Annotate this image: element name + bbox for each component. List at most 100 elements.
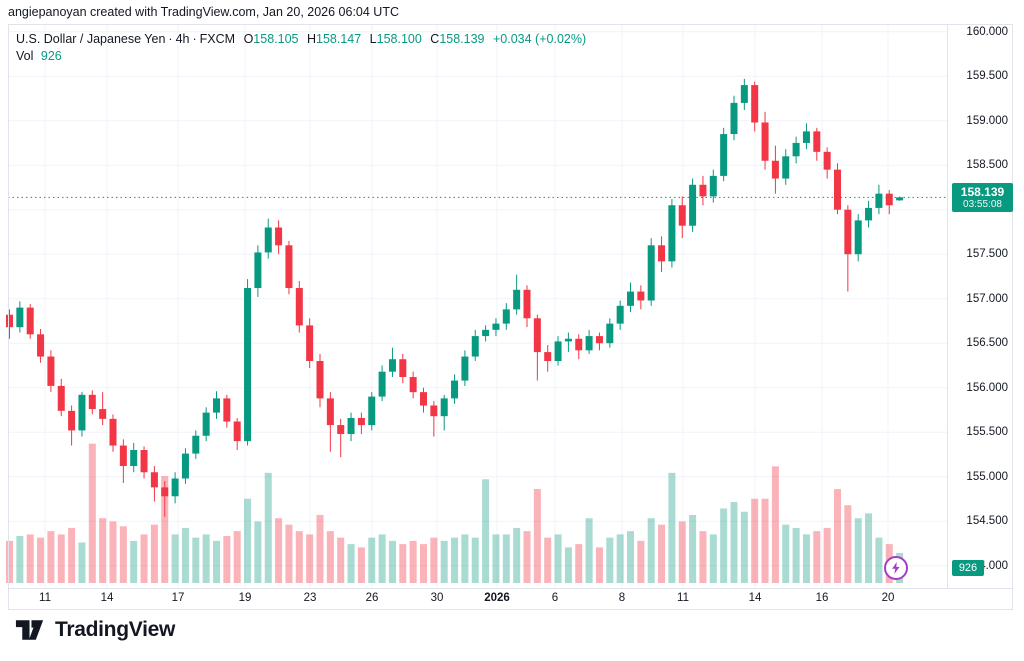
candle-body	[751, 85, 759, 123]
volume-bar	[388, 540, 396, 583]
candle-body	[233, 421, 241, 442]
tradingview-logo[interactable]: TradingView	[14, 617, 175, 643]
candle-body	[844, 209, 852, 255]
candle-body	[388, 359, 396, 372]
volume-value: 926	[40, 49, 62, 63]
candle-body	[492, 323, 500, 330]
volume-bar	[16, 536, 24, 583]
candle-body	[37, 334, 45, 357]
candle-body	[854, 220, 862, 255]
volume-bar	[513, 527, 521, 583]
time-axis-label: 11	[677, 592, 689, 604]
volume-bar	[544, 537, 552, 583]
volume-bar	[854, 518, 862, 583]
volume-bar	[326, 531, 334, 583]
volume-bar	[751, 498, 759, 583]
candle-body	[834, 169, 841, 210]
price-axis-label: 157.000	[966, 293, 1008, 305]
volume-bar	[482, 479, 490, 583]
candle-body	[823, 151, 831, 170]
candle-body	[409, 377, 417, 393]
volume-bar	[461, 534, 469, 583]
volume-bar	[823, 527, 831, 583]
candle-body	[875, 193, 883, 208]
volume-bar	[57, 534, 65, 583]
volume-bar	[88, 443, 96, 583]
candle-body	[368, 396, 376, 426]
volume-bar	[792, 527, 800, 583]
candle-body	[140, 450, 148, 473]
price-axis-label: 157.500	[966, 248, 1008, 260]
volume-bar	[771, 466, 779, 583]
candle-body	[813, 131, 821, 152]
volume-bar	[658, 524, 666, 583]
candle-body	[68, 410, 76, 431]
price-axis-label: 156.500	[966, 337, 1008, 349]
volume-label: Vol	[16, 49, 34, 63]
volume-bar	[244, 498, 252, 583]
volume-bar	[440, 540, 448, 583]
volume-bar	[761, 498, 769, 583]
volume-bar	[554, 534, 562, 583]
price-axis-label: 155.000	[966, 471, 1008, 483]
candle-body	[16, 307, 24, 328]
price-axis-label: 160.000	[966, 26, 1008, 38]
candle-body	[264, 227, 272, 253]
candle-body	[378, 371, 386, 397]
volume-bar	[699, 531, 707, 583]
volume-bar	[451, 537, 459, 583]
volume-bar	[316, 514, 324, 583]
volume-bar	[99, 518, 107, 583]
volume-bar	[430, 537, 438, 583]
ohlc-high: H158.147	[306, 32, 362, 46]
candle-body	[223, 398, 231, 422]
volume-bar	[26, 534, 34, 583]
volume-bar	[720, 508, 728, 583]
time-axis-label: 2026	[484, 592, 510, 604]
candle-body	[26, 307, 34, 335]
candle-body	[275, 227, 283, 246]
candle-body	[181, 453, 189, 479]
tradingview-mark-icon	[15, 620, 44, 640]
volume-bar	[213, 540, 220, 583]
instant-order-button[interactable]	[884, 556, 908, 580]
volume-bar	[78, 542, 86, 583]
volume-bar	[875, 537, 883, 583]
volume-bar	[595, 547, 603, 583]
time-axis-label: 23	[303, 592, 317, 604]
price-axis-label: 158.500	[966, 159, 1008, 171]
candle-body	[616, 305, 624, 324]
current-volume-badge: 926	[952, 560, 984, 576]
volume-bar	[161, 476, 169, 583]
candle-body	[47, 356, 55, 386]
candle-body	[513, 289, 521, 310]
symbol-title: U.S. Dollar / Japanese Yen	[16, 32, 166, 46]
volume-bar	[575, 544, 583, 583]
lightning-icon	[892, 562, 900, 574]
volume-bar	[709, 534, 717, 583]
price-axis-label: 156.000	[966, 382, 1008, 394]
volume-bar	[813, 531, 821, 583]
candle-body	[647, 245, 655, 301]
candle-body	[420, 392, 427, 406]
candle-body	[326, 398, 334, 426]
candle-body	[99, 409, 107, 419]
candle-body	[109, 418, 117, 446]
volume-bar	[202, 534, 210, 583]
time-axis-label: 14	[100, 592, 114, 604]
volume-bar	[109, 521, 117, 583]
candle-body	[865, 207, 873, 221]
candle-body	[6, 314, 13, 328]
volume-bar	[585, 518, 593, 583]
volume-bar	[368, 537, 376, 583]
candle-body	[699, 184, 707, 197]
volume-bar	[150, 524, 158, 583]
volume-bar	[782, 524, 790, 583]
candle-body	[564, 338, 572, 342]
candle-body	[78, 394, 86, 431]
candle-body	[440, 398, 448, 417]
volume-bar	[564, 547, 572, 583]
volume-bar	[130, 540, 138, 583]
